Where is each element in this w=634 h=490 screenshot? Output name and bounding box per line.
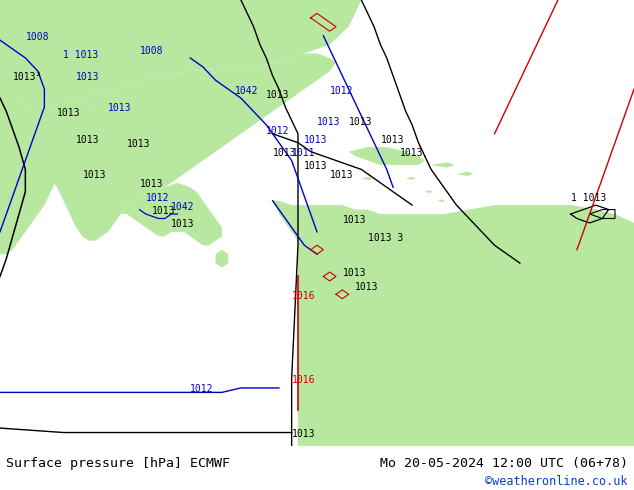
Text: 1012: 1012 (190, 384, 214, 394)
Text: 1013: 1013 (171, 220, 195, 229)
Text: 1013: 1013 (304, 135, 328, 145)
Text: 1013: 1013 (127, 139, 150, 149)
Text: 1013: 1013 (292, 429, 315, 439)
Polygon shape (425, 191, 432, 193)
Text: 1013: 1013 (304, 161, 328, 172)
Polygon shape (101, 183, 222, 245)
Text: 1012: 1012 (146, 193, 169, 203)
Text: 1013: 1013 (380, 135, 404, 145)
Text: 1012: 1012 (330, 86, 353, 96)
Polygon shape (456, 172, 474, 176)
Text: 1013: 1013 (108, 103, 131, 114)
Polygon shape (361, 176, 373, 180)
Polygon shape (216, 250, 228, 268)
Text: 1013: 1013 (355, 282, 378, 292)
Text: Surface pressure [hPa] ECMWF: Surface pressure [hPa] ECMWF (6, 457, 230, 470)
Text: ©weatheronline.co.uk: ©weatheronline.co.uk (485, 475, 628, 488)
Polygon shape (0, 0, 361, 107)
Text: 1011: 1011 (292, 148, 315, 158)
Polygon shape (431, 162, 455, 168)
Text: Mo 20-05-2024 12:00 UTC (06+78): Mo 20-05-2024 12:00 UTC (06+78) (380, 457, 628, 470)
Polygon shape (273, 201, 634, 446)
Text: 1013: 1013 (317, 117, 340, 127)
Text: 1 1013: 1 1013 (63, 50, 99, 60)
Text: 1013: 1013 (139, 179, 163, 189)
Text: 1013: 1013 (266, 90, 290, 100)
Text: 1013: 1013 (342, 269, 366, 278)
Text: 1042: 1042 (171, 201, 195, 212)
Text: 1013: 1013 (273, 148, 296, 158)
Text: 1012: 1012 (266, 126, 290, 136)
Polygon shape (349, 147, 425, 165)
Text: 1013 3: 1013 3 (368, 233, 403, 243)
Polygon shape (406, 177, 415, 180)
Text: 1013: 1013 (330, 171, 353, 180)
Text: 1013: 1013 (399, 148, 423, 158)
Text: 1 1013: 1 1013 (571, 193, 606, 203)
Text: 1008: 1008 (25, 32, 49, 42)
Text: 1013: 1013 (57, 108, 81, 118)
Text: 1013: 1013 (349, 117, 372, 127)
Polygon shape (44, 53, 336, 241)
Text: 1008: 1008 (139, 46, 163, 55)
Text: 1042: 1042 (235, 86, 258, 96)
Polygon shape (437, 199, 445, 202)
Text: 1013: 1013 (342, 215, 366, 225)
Text: 1013: 1013 (76, 72, 100, 82)
Text: 1016: 1016 (292, 375, 315, 386)
Text: 1016: 1016 (292, 291, 315, 301)
Text: 1013²: 1013² (13, 72, 42, 82)
Text: 1013: 1013 (152, 206, 176, 216)
Polygon shape (0, 94, 95, 254)
Text: 1013: 1013 (82, 171, 106, 180)
Text: 1013: 1013 (76, 135, 100, 145)
